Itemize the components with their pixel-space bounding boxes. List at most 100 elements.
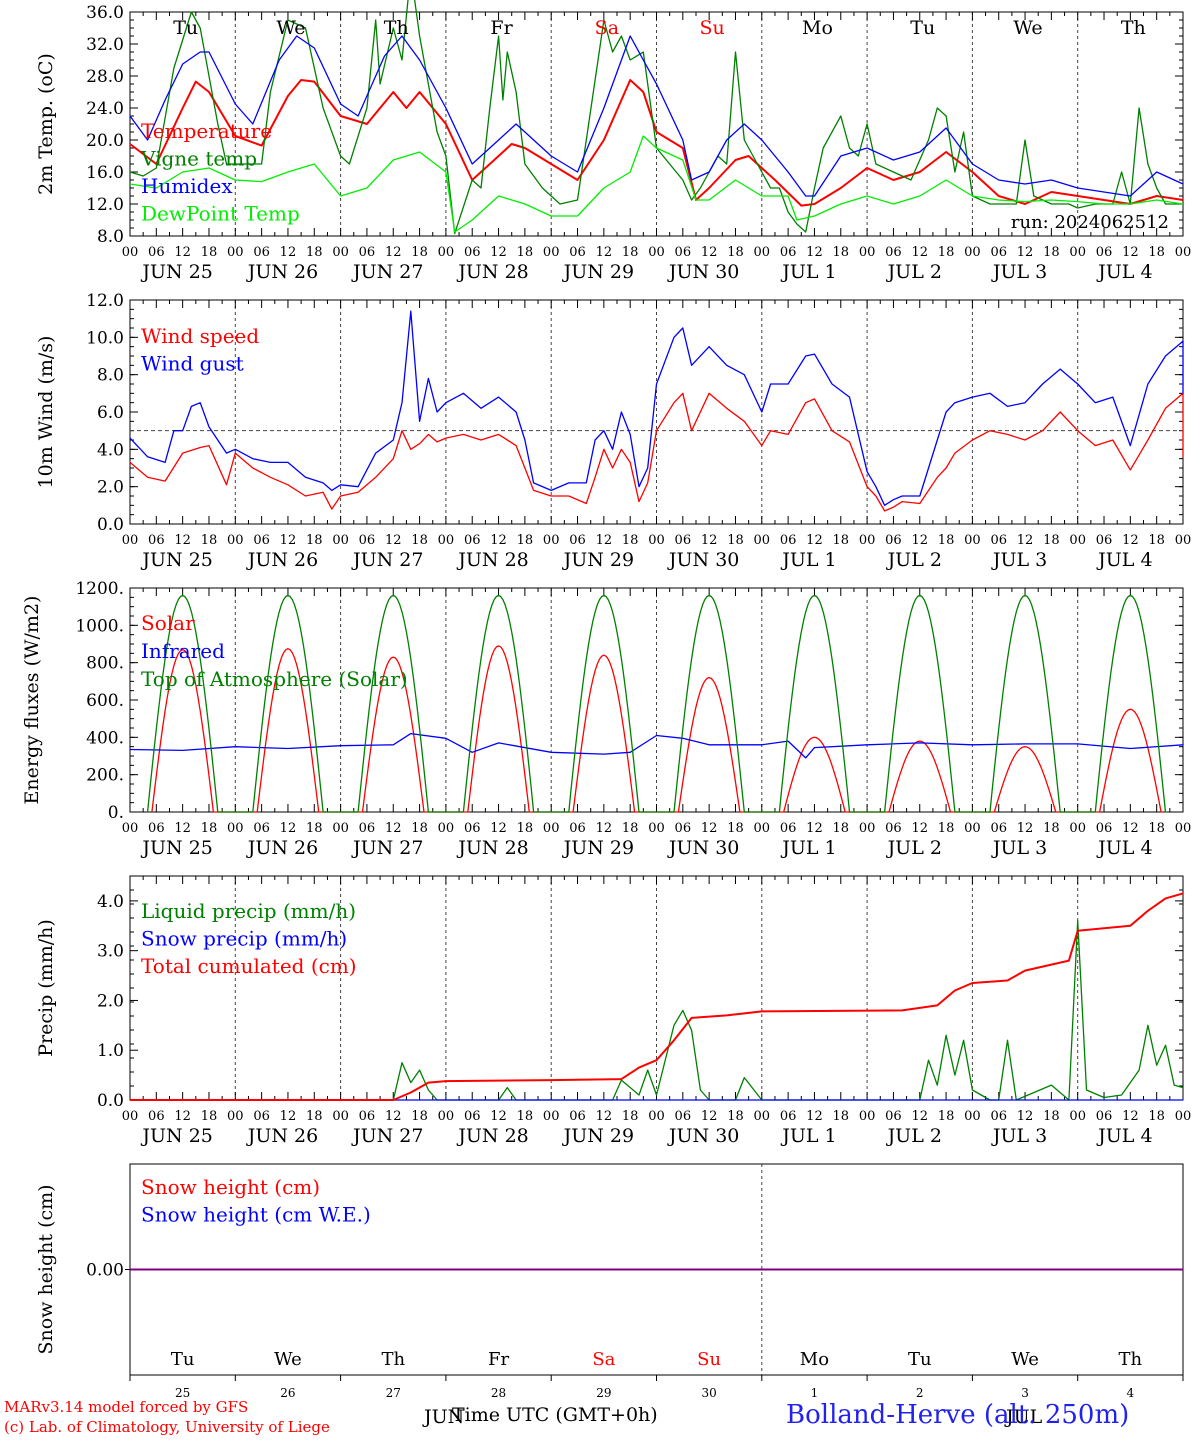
hour-tick-label: 12 xyxy=(385,533,402,548)
hour-tick-label: 00 xyxy=(122,821,139,836)
series-line xyxy=(129,79,1184,207)
y-tick-label: 24.0 xyxy=(86,99,124,119)
hour-tick-label: 18 xyxy=(517,821,534,836)
hour-tick-label: 18 xyxy=(1043,245,1060,260)
day-name: Fr xyxy=(488,1349,509,1370)
hour-tick-label: 00 xyxy=(754,821,771,836)
hour-tick-label: 18 xyxy=(622,245,639,260)
day-name: Tu xyxy=(908,1349,932,1370)
legend-entry: Humidex xyxy=(141,174,233,198)
hour-tick-label: 18 xyxy=(201,533,218,548)
date-label: JUN 28 xyxy=(456,1125,528,1147)
hour-tick-label: 00 xyxy=(227,533,244,548)
hour-tick-label: 12 xyxy=(490,533,507,548)
credit-line-1: MARv3.14 model forced by GFS xyxy=(4,1398,249,1416)
hour-tick-label: 12 xyxy=(596,1109,613,1124)
panel-2 xyxy=(129,299,1184,525)
hour-tick-label: 06 xyxy=(359,533,376,548)
hour-tick-label: 00 xyxy=(1069,1109,1086,1124)
date-label: JUN 26 xyxy=(246,837,318,859)
hour-tick-label: 00 xyxy=(332,245,349,260)
date-label: JUN 29 xyxy=(562,1125,634,1147)
date-label: JUL 3 xyxy=(991,261,1047,283)
date-label: JUN 25 xyxy=(140,261,212,283)
hour-tick-label: 00 xyxy=(122,1109,139,1124)
hour-tick-label: 18 xyxy=(622,1109,639,1124)
panel-5 xyxy=(125,1163,1184,1381)
y-tick-label: 6.0 xyxy=(97,403,124,423)
hour-tick-label: 00 xyxy=(1175,821,1192,836)
hour-tick-label: 00 xyxy=(438,1109,455,1124)
hour-tick-label: 12 xyxy=(1122,533,1139,548)
day-number: 2 xyxy=(916,1386,924,1400)
y-tick-label: 1000. xyxy=(75,616,124,636)
y-tick-label: 8.0 xyxy=(97,227,124,247)
series-line xyxy=(129,732,1184,759)
legend-entry: Snow height (cm W.E.) xyxy=(141,1203,371,1227)
hour-tick-label: 06 xyxy=(359,821,376,836)
hour-tick-label: 18 xyxy=(306,1109,323,1124)
hour-tick-label: 00 xyxy=(648,821,665,836)
hour-tick-label: 12 xyxy=(174,1109,191,1124)
series-line xyxy=(129,0,1183,235)
hour-tick-label: 18 xyxy=(833,1109,850,1124)
day-number: 4 xyxy=(1127,1386,1135,1400)
day-name: Sa xyxy=(592,1349,615,1370)
hour-tick-label: 12 xyxy=(596,245,613,260)
day-name: We xyxy=(1011,1349,1039,1370)
hour-tick-label: 00 xyxy=(648,245,665,260)
hour-tick-label: 00 xyxy=(438,533,455,548)
hour-tick-label: 18 xyxy=(1043,533,1060,548)
y-tick-label: 4.0 xyxy=(97,892,124,912)
hour-tick-label: 06 xyxy=(780,533,797,548)
y-tick-label: 32.0 xyxy=(86,35,124,55)
y-tick-label: 36.0 xyxy=(86,3,124,23)
hour-tick-label: 06 xyxy=(253,245,270,260)
day-number: 3 xyxy=(1021,1386,1029,1400)
hour-tick-label: 12 xyxy=(1017,245,1034,260)
date-label: JUN 28 xyxy=(456,837,528,859)
date-label: JUN 27 xyxy=(351,837,423,859)
date-label: JUN 30 xyxy=(667,549,739,571)
y-tick-label: 600. xyxy=(86,691,124,711)
location-label: Bolland-Herve (alt. 250m) xyxy=(786,1400,1130,1430)
hour-tick-label: 18 xyxy=(201,821,218,836)
y-axis-label: Precip (mm/h) xyxy=(35,919,57,1057)
date-label: JUN 27 xyxy=(351,261,423,283)
day-name: Th xyxy=(381,1349,405,1370)
hour-tick-label: 12 xyxy=(911,821,928,836)
hour-tick-label: 12 xyxy=(1122,1109,1139,1124)
hour-tick-label: 00 xyxy=(543,1109,560,1124)
hour-tick-label: 18 xyxy=(1148,533,1165,548)
hour-tick-label: 12 xyxy=(1122,821,1139,836)
series-line xyxy=(146,594,1168,813)
day-name: Th xyxy=(1121,17,1146,39)
hour-tick-label: 18 xyxy=(727,245,744,260)
y-tick-label: 0.0 xyxy=(97,515,124,535)
hour-tick-label: 00 xyxy=(543,533,560,548)
month-label: JUN xyxy=(422,1406,464,1428)
hour-tick-label: 00 xyxy=(1175,1109,1192,1124)
hour-tick-label: 12 xyxy=(280,533,297,548)
hour-tick-label: 00 xyxy=(859,533,876,548)
y-tick-label: 2.0 xyxy=(97,991,124,1011)
hour-tick-label: 00 xyxy=(543,821,560,836)
hour-tick-label: 06 xyxy=(148,533,165,548)
date-label: JUN 29 xyxy=(562,837,634,859)
hour-tick-label: 12 xyxy=(596,821,613,836)
hour-tick-label: 12 xyxy=(1122,245,1139,260)
hour-tick-label: 12 xyxy=(701,821,718,836)
hour-tick-label: 06 xyxy=(675,533,692,548)
day-name: Mo xyxy=(800,1349,829,1370)
date-label: JUN 30 xyxy=(667,261,739,283)
day-number: 26 xyxy=(280,1386,295,1400)
date-label: JUL 2 xyxy=(886,1125,942,1147)
hour-tick-label: 12 xyxy=(701,533,718,548)
legend-entry: Liquid precip (mm/h) xyxy=(141,899,356,923)
y-tick-label: 4.0 xyxy=(97,440,124,460)
y-tick-label: 16.0 xyxy=(86,163,124,183)
hour-tick-label: 18 xyxy=(727,821,744,836)
date-label: JUN 25 xyxy=(140,1125,212,1147)
hour-tick-label: 18 xyxy=(938,245,955,260)
